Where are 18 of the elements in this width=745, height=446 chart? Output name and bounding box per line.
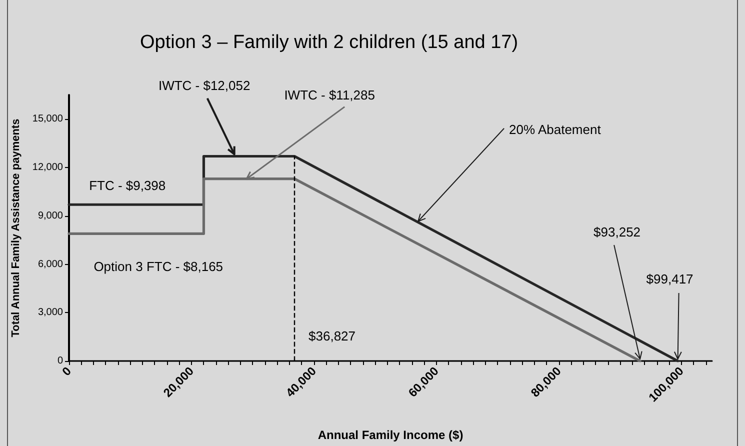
y-axis-title: Total Annual Family Assistance payments <box>10 118 22 338</box>
x-tick-label: 0 <box>59 364 74 379</box>
y-tick-label: 12,000 <box>32 162 64 174</box>
annotation: $93,252 <box>594 224 641 240</box>
annotation: $99,417 <box>646 272 694 286</box>
annotation: IWTC - $11,285 <box>284 87 375 102</box>
y-tick-label: 3,000 <box>38 307 64 318</box>
chart-title: Option 3 – Family with 2 children (15 and 17) <box>140 32 518 53</box>
y-tick-label: 6,000 <box>38 258 64 270</box>
annotation: FTC - $9,398 <box>89 178 166 194</box>
annotation: IWTC - $12,052 <box>158 78 250 93</box>
ref-line-label: $36,827 <box>308 328 356 344</box>
annotation: 20% Abatement <box>509 122 602 137</box>
y-tick-label: 9,000 <box>38 210 64 222</box>
y-tick-label: 0 <box>57 356 64 366</box>
x-axis-title: Annual Family Income ($) <box>318 428 464 442</box>
annotation: Option 3 FTC - $8,165 <box>94 259 224 274</box>
y-tick-label: 15,000 <box>32 114 64 125</box>
